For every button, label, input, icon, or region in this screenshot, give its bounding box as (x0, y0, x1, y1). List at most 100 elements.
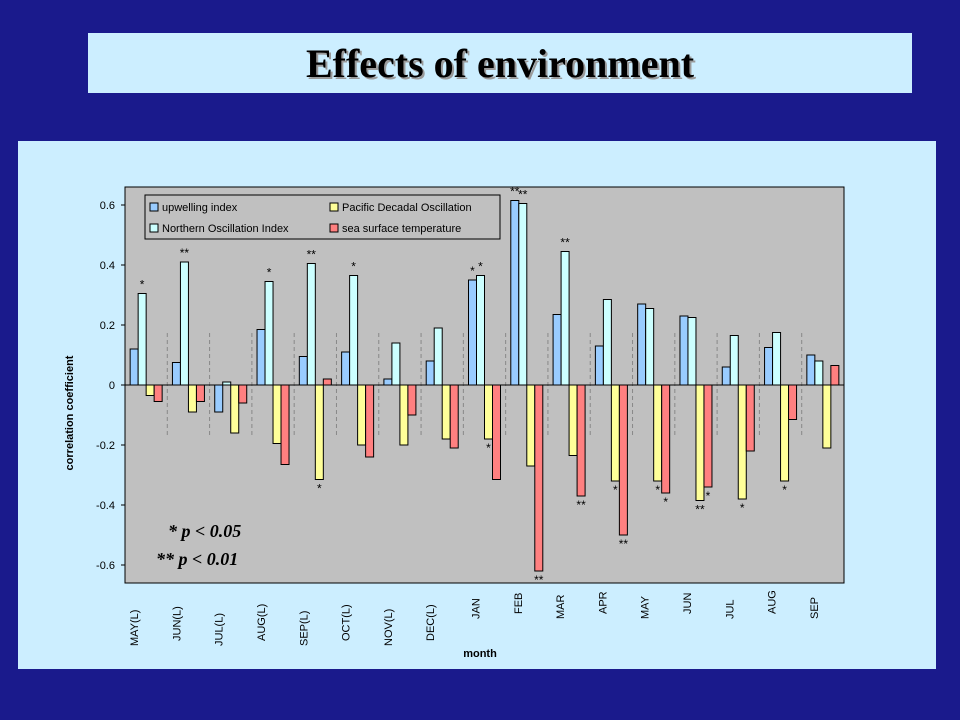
bar (256, 329, 266, 386)
y-tick-label: -0.2 (96, 440, 115, 452)
bar (407, 384, 417, 416)
significance-marker: * (317, 482, 322, 496)
significance-marker: ** (510, 185, 520, 199)
significance-marker: ** (307, 248, 317, 262)
bar (814, 360, 824, 386)
significance-marker: * (267, 266, 272, 280)
legend-label: sea surface temperature (342, 223, 461, 235)
y-axis-label: correlation coefficient (64, 355, 76, 470)
x-tick-label: SEP (809, 597, 821, 619)
bar (383, 378, 393, 386)
y-tick-label: 0.4 (100, 260, 115, 272)
x-tick-label: JUL(L) (214, 613, 226, 646)
bar (568, 384, 578, 456)
bar (272, 384, 282, 444)
bar (534, 384, 544, 572)
bar (171, 362, 181, 386)
bar (830, 365, 840, 386)
bar (476, 275, 485, 386)
bar (687, 317, 697, 386)
legend-label: Northern Oscillation Index (162, 223, 289, 235)
bar (264, 281, 274, 386)
x-tick-label: JUN(L) (171, 606, 183, 641)
x-tick-label: MAR (555, 595, 567, 620)
legend: upwelling index Northern Oscillation Inde… (144, 194, 501, 240)
slide-title: Effects of environment (305, 40, 695, 86)
bar (298, 356, 308, 386)
bar (341, 351, 351, 386)
bar (518, 203, 528, 386)
y-tick-label: -0.6 (96, 560, 115, 572)
x-axis-label: month (463, 648, 497, 660)
significance-marker: * (351, 260, 356, 274)
bar (653, 384, 663, 482)
x-tick-label: OCT(L) (341, 604, 353, 641)
x-tick-label: JUL (724, 599, 736, 619)
significance-marker: * (663, 495, 668, 509)
bar (306, 263, 316, 386)
significance-marker: ** (534, 573, 544, 587)
bar (179, 261, 189, 386)
bar (399, 384, 409, 446)
bar (729, 335, 739, 386)
bar (594, 345, 604, 386)
x-tick-label: FEB (513, 593, 525, 614)
bar (137, 293, 147, 386)
bar (314, 384, 324, 480)
x-tick-label: JAN (471, 598, 483, 619)
bar (195, 384, 205, 402)
bar (695, 384, 705, 501)
bar (576, 384, 586, 497)
bar (618, 384, 628, 536)
bar (602, 299, 612, 386)
bar (280, 384, 290, 465)
bar (484, 384, 493, 440)
title-banner: Effects of environment (88, 33, 912, 93)
bar (788, 384, 798, 420)
x-tick-label: MAY(L) (129, 610, 141, 646)
bar (349, 275, 359, 386)
legend-swatch (329, 202, 339, 212)
bar (145, 384, 155, 396)
x-tick-label: NOV(L) (383, 609, 395, 646)
x-tick-label: DEC(L) (425, 604, 437, 641)
significance-marker: * (478, 260, 483, 274)
significance-marker: * (655, 483, 660, 497)
bar (610, 384, 620, 482)
x-tick-label: APR (597, 591, 609, 614)
x-tick-label: MAY (640, 595, 652, 619)
bar (153, 384, 163, 402)
significance-marker: ** (576, 498, 586, 512)
bar (822, 384, 832, 449)
significance-marker: * (706, 489, 711, 503)
significance-marker: * (613, 483, 618, 497)
bar (637, 303, 647, 386)
legend-swatch (149, 223, 159, 233)
y-tick-label: -0.4 (96, 500, 115, 512)
significance-marker: * (782, 483, 787, 497)
bar (129, 348, 139, 386)
legend-label: Pacific Decadal Oscillation (342, 202, 472, 214)
significance-marker: ** (518, 188, 528, 202)
y-tick-label: 0.2 (100, 320, 115, 332)
bar (780, 384, 790, 482)
bar (449, 384, 459, 449)
bar (230, 384, 240, 434)
chart-panel: * ** * ** * ** * * ** ** * * * * ** * * ** ** ** * * 0.6 0.4 0.… (18, 141, 936, 669)
bar (552, 314, 562, 386)
significance-marker: * (470, 264, 475, 278)
significance-marker: ** (560, 236, 570, 250)
bar (645, 308, 655, 386)
bar (772, 332, 782, 386)
bar (441, 384, 451, 440)
legend-swatch (149, 202, 159, 212)
bar (187, 384, 197, 413)
bar (238, 384, 248, 404)
x-tick-label: JUN (682, 593, 694, 614)
bar (737, 384, 747, 500)
bar (468, 279, 477, 386)
legend-box (144, 194, 501, 240)
bar (721, 366, 731, 386)
significance-marker: * (140, 278, 145, 292)
bar-chart: ********** ******** *** ********* * 0.60.40.… (64, 185, 845, 660)
